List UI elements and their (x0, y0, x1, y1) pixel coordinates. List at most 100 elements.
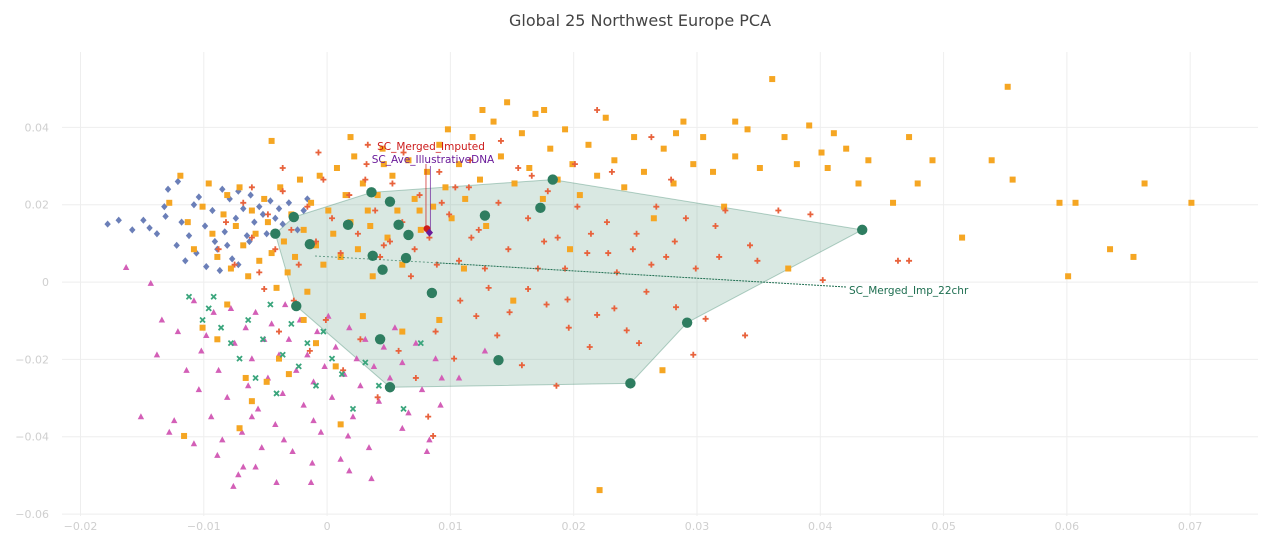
triangle-point (337, 455, 344, 462)
circle-point (857, 224, 868, 236)
square-point (166, 199, 173, 206)
square-point (479, 107, 486, 113)
cross-point (584, 250, 591, 257)
square-point (296, 176, 303, 183)
cross-point (425, 413, 432, 420)
square-point (690, 161, 697, 168)
xmark-point (267, 301, 274, 308)
cross-point (722, 207, 729, 214)
cross-point (248, 184, 255, 191)
triangle-point (280, 436, 288, 443)
y-tick-label: −0.04 (15, 431, 49, 444)
cross-point (322, 316, 329, 323)
square-point (769, 76, 776, 83)
cross-point (457, 297, 464, 304)
triangle-point (314, 328, 321, 335)
square-point (184, 219, 191, 226)
cross-point (506, 309, 513, 316)
y-tick-label: 0.04 (25, 121, 50, 134)
cluster-hull (274, 179, 864, 388)
cross-point (467, 157, 474, 164)
diamond-point (275, 205, 283, 213)
triangle-point (346, 467, 353, 474)
triangle-point (455, 374, 463, 381)
square-point (268, 137, 275, 144)
circle-point (681, 317, 693, 328)
cross-point (525, 215, 532, 222)
square-point (700, 134, 707, 141)
cross-point (894, 257, 901, 264)
annotation-label-sc-ave: SC_Ave_IllustrativeDNA (372, 154, 495, 166)
triangle-point (349, 413, 357, 420)
square-point (394, 207, 401, 214)
diamond-point (235, 261, 242, 269)
cross-point (613, 269, 620, 276)
triangle-point (285, 335, 293, 342)
square-point (285, 371, 292, 378)
cross-point (505, 246, 512, 253)
diamond-point (174, 177, 182, 186)
square-point (252, 230, 259, 237)
square-point (292, 253, 299, 260)
square-point (330, 230, 337, 237)
cross-point (562, 265, 569, 272)
square-point (906, 134, 913, 141)
square-point (416, 207, 423, 214)
cross-point (430, 432, 437, 439)
square-point (245, 273, 252, 280)
triangle-point (310, 378, 317, 385)
square-point (476, 176, 483, 183)
square-point (423, 168, 430, 175)
square-point (444, 126, 451, 133)
cross-point (608, 168, 615, 175)
square-point (602, 114, 609, 121)
square-point (483, 223, 490, 229)
xmark-point (375, 382, 383, 389)
diamond-point (285, 199, 293, 207)
triangle-point (227, 304, 235, 311)
square-point (380, 161, 387, 168)
diamond-point (216, 266, 224, 275)
triangle-point (147, 279, 154, 286)
cross-point (337, 250, 344, 257)
circle-point (366, 187, 377, 198)
xmark-point (236, 355, 243, 362)
square-point (670, 180, 677, 187)
cross-point (692, 265, 699, 272)
diamond-point (201, 222, 209, 230)
square-point (342, 192, 349, 199)
x-tick-label: −0.02 (64, 520, 98, 533)
triangle-point (310, 417, 317, 424)
triangle-point (344, 432, 352, 439)
y-tick-label: −0.06 (15, 508, 49, 521)
circle-point (493, 354, 504, 366)
cross-point (295, 261, 302, 268)
xmark-point (185, 293, 193, 300)
square-point (240, 242, 247, 249)
square-point (462, 195, 469, 202)
square-point (320, 261, 327, 268)
diamond-point (162, 212, 169, 220)
square-point (411, 195, 418, 202)
diamond-point (251, 218, 258, 226)
square-point (399, 261, 406, 268)
triangle-point (244, 382, 252, 389)
cross-point (372, 207, 379, 214)
square-point (436, 141, 443, 148)
cross-point (386, 238, 393, 245)
square-point (312, 242, 319, 249)
cross-point (712, 223, 719, 229)
cross-point (451, 355, 458, 362)
xmark-point (210, 293, 217, 300)
triangle-point (353, 355, 360, 362)
cross-point (587, 230, 594, 237)
square-point (732, 118, 739, 125)
cross-point (248, 234, 255, 241)
triangle-point (190, 440, 198, 447)
diamond-point (153, 230, 161, 238)
cross-point (264, 211, 271, 218)
cross-point (605, 250, 612, 257)
diamond-point (221, 228, 228, 236)
square-point (264, 219, 271, 226)
square-point (539, 195, 546, 202)
